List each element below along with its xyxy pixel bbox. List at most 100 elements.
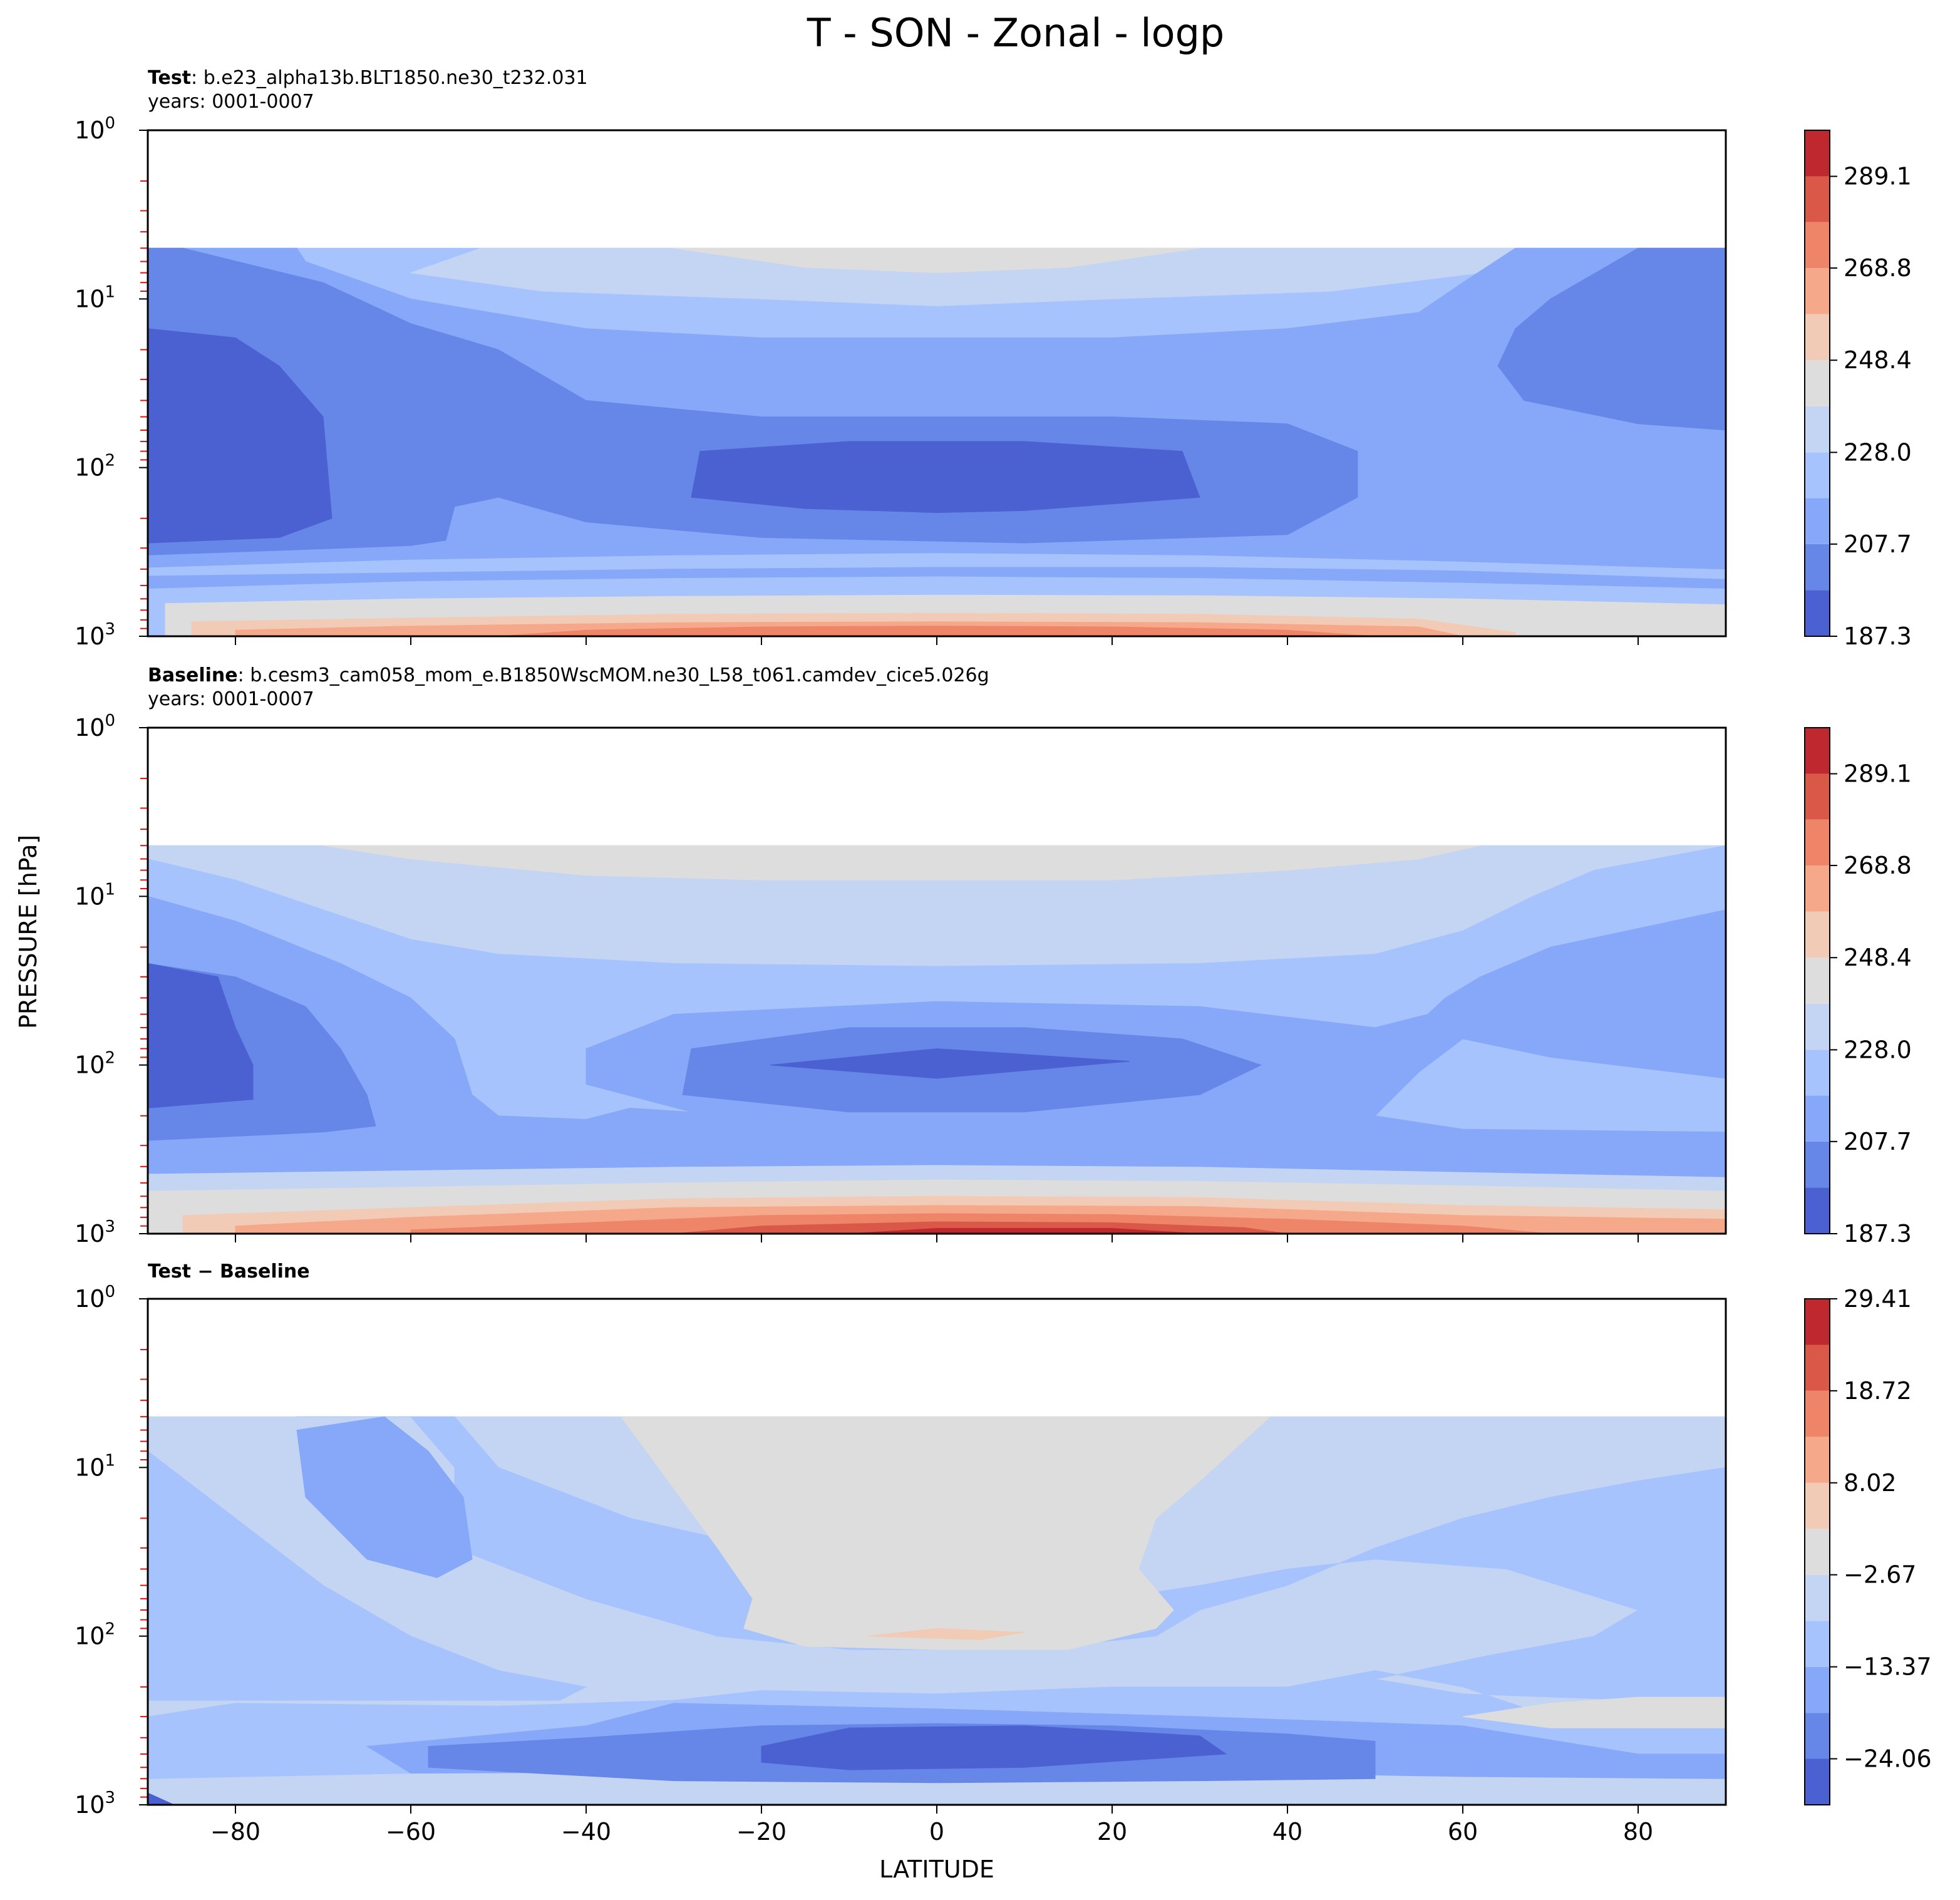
colorbar-tick-label: 8.02 xyxy=(1844,1469,1897,1497)
colorbar-swatch xyxy=(1805,819,1830,866)
colorbar-frame xyxy=(1804,1298,1830,1805)
panels: Test: b.e23_alpha13b.BLT1850.ne30_t232.0… xyxy=(75,67,1932,1846)
panel-header: Test − Baseline xyxy=(148,1261,310,1283)
colorbar-tick-label: 207.7 xyxy=(1844,1128,1912,1155)
panel-baseline: Baseline: b.cesm3_cam058_mom_e.B1850WscM… xyxy=(75,664,1912,1247)
figure-title: T - SON - Zonal - logp xyxy=(807,10,1225,56)
x-tick-label: 0 xyxy=(929,1818,944,1846)
contour-field xyxy=(148,1416,1726,1805)
colorbar-swatch xyxy=(1805,1187,1830,1234)
contour-field xyxy=(148,845,1726,1234)
x-axis-label: LATITUDE xyxy=(879,1856,994,1883)
panel-separator: : xyxy=(191,67,204,89)
colorbar-swatch xyxy=(1805,1141,1830,1188)
colorbar-swatch xyxy=(1805,865,1830,912)
colorbar-swatch xyxy=(1805,1758,1830,1805)
colorbar-swatch xyxy=(1805,728,1830,774)
y-tick-label: 101 xyxy=(75,282,115,312)
colorbar-tick-label: 187.3 xyxy=(1844,1220,1912,1247)
x-tick-label: −80 xyxy=(210,1818,260,1846)
colorbar-swatch xyxy=(1805,911,1830,958)
colorbar-tick-label: 228.0 xyxy=(1844,1036,1912,1063)
panel-years: years: 0001-0007 xyxy=(148,688,314,710)
x-tick-label: 20 xyxy=(1097,1818,1127,1846)
colorbar-swatch xyxy=(1805,360,1830,406)
colorbar-tick-label: 207.7 xyxy=(1844,530,1912,558)
panel-label: Test xyxy=(148,67,191,89)
y-tick-label: 101 xyxy=(75,880,115,910)
colorbar-swatch xyxy=(1805,222,1830,269)
x-tick-label: 40 xyxy=(1272,1818,1302,1846)
colorbar-swatch xyxy=(1805,1003,1830,1050)
y-tick-label: 100 xyxy=(75,1283,115,1313)
colorbar-swatch xyxy=(1805,1050,1830,1096)
contour-region xyxy=(322,845,1481,880)
contour-region xyxy=(498,626,1376,636)
colorbar-swatch xyxy=(1805,1621,1830,1667)
contour-region xyxy=(1497,247,1726,431)
colorbar-tick-label: 187.3 xyxy=(1844,622,1912,650)
colorbar-swatch xyxy=(1805,452,1830,498)
x-tick-label: 80 xyxy=(1623,1818,1653,1846)
panel-header: Baseline: b.cesm3_cam058_mom_e.B1850WscM… xyxy=(148,664,989,686)
contour-region xyxy=(1462,1696,1726,1728)
contour-region xyxy=(691,441,1200,514)
colorbar-tick-label: −13.37 xyxy=(1844,1653,1932,1681)
colorbar-swatch xyxy=(1805,773,1830,820)
contour-region xyxy=(148,1792,175,1805)
colorbar-swatch xyxy=(1805,1437,1830,1483)
colorbar: 187.3 207.7 228.0 248.4 268.8 289.1 xyxy=(1804,130,1912,650)
colorbar-swatch xyxy=(1805,406,1830,453)
y-axis-label: PRESSURE [hPa] xyxy=(14,835,42,1029)
colorbar: 187.3 207.7 228.0 248.4 268.8 289.1 xyxy=(1804,727,1912,1247)
colorbar-tick-label: 248.4 xyxy=(1844,944,1912,971)
colorbar-swatch xyxy=(1805,1666,1830,1713)
colorbar-swatch xyxy=(1805,1482,1830,1529)
y-tick-label: 103 xyxy=(75,1789,115,1819)
colorbar-swatch xyxy=(1805,1529,1830,1575)
x-tick-label: −40 xyxy=(561,1818,611,1846)
y-tick-label: 103 xyxy=(75,1217,115,1247)
colorbar-tick-label: 289.1 xyxy=(1844,163,1912,190)
panel-separator: : xyxy=(238,664,250,686)
colorbar-frame xyxy=(1804,727,1830,1234)
contour-region xyxy=(148,328,333,544)
contour-region xyxy=(866,1628,1025,1640)
x-tick-label: 60 xyxy=(1448,1818,1478,1846)
contour-region xyxy=(296,1416,473,1578)
colorbar-tick-label: 268.8 xyxy=(1844,254,1912,282)
panel-label: Test − Baseline xyxy=(148,1261,310,1283)
y-tick-label: 102 xyxy=(75,1620,115,1650)
panel-case-name: b.e23_alpha13b.BLT1850.ne30_t232.031 xyxy=(204,67,588,89)
colorbar-swatch xyxy=(1805,176,1830,222)
contour-region xyxy=(148,567,1726,589)
y-tick-label: 100 xyxy=(75,711,115,741)
contour-field xyxy=(148,247,1726,636)
colorbar-swatch xyxy=(1805,314,1830,361)
colorbar-swatch xyxy=(1805,544,1830,591)
colorbar-swatch xyxy=(1805,1390,1830,1437)
contour-region xyxy=(673,247,1200,274)
colorbar-swatch xyxy=(1805,1713,1830,1759)
y-tick-label: 102 xyxy=(75,452,115,482)
colorbar-tick-label: 289.1 xyxy=(1844,760,1912,788)
colorbar-swatch xyxy=(1805,130,1830,177)
colorbar: −24.06 −13.37 −2.67 8.02 18.72 29.41 xyxy=(1804,1285,1932,1805)
colorbar-swatch xyxy=(1805,498,1830,544)
y-tick-label: 102 xyxy=(75,1049,115,1079)
colorbar-swatch xyxy=(1805,1345,1830,1391)
colorbar-swatch xyxy=(1805,958,1830,1004)
contour-region xyxy=(761,1725,1227,1770)
colorbar-tick-label: 18.72 xyxy=(1844,1377,1912,1405)
contour-region xyxy=(621,1416,1271,1650)
x-tick-label: −20 xyxy=(736,1818,787,1846)
panel-label: Baseline xyxy=(148,664,238,686)
x-tick-label: −60 xyxy=(386,1818,436,1846)
y-tick-label: 103 xyxy=(75,620,115,650)
colorbar-tick-label: 248.4 xyxy=(1844,346,1912,374)
y-tick-label: 101 xyxy=(75,1451,115,1481)
colorbar-tick-label: −24.06 xyxy=(1844,1745,1932,1773)
panel-case-name: b.cesm3_cam058_mom_e.B1850WscMOM.ne30_L5… xyxy=(250,664,989,686)
contour-region xyxy=(848,1228,1200,1234)
colorbar-tick-label: 268.8 xyxy=(1844,852,1912,879)
